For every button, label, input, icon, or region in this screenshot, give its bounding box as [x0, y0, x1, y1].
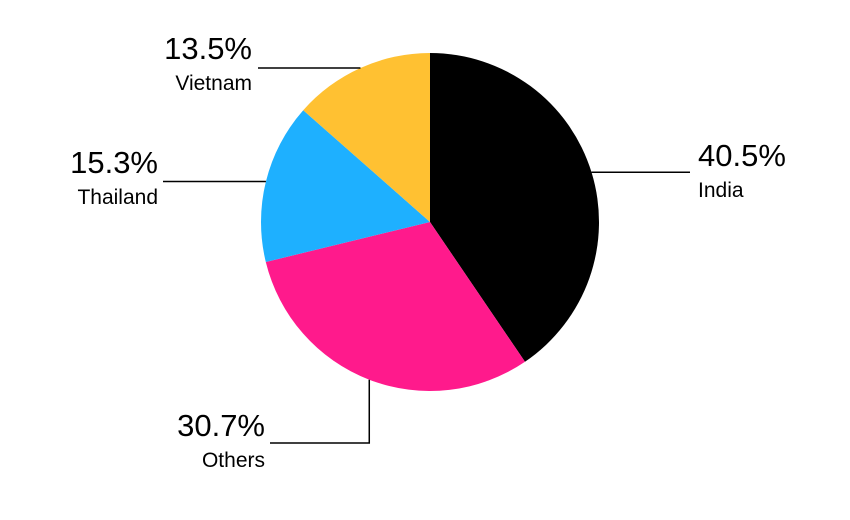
category-label: Vietnam	[175, 72, 252, 95]
category-label: Thailand	[77, 186, 158, 209]
value-label: 40.5%	[698, 138, 786, 173]
value-label: 30.7%	[177, 408, 265, 443]
category-label: Others	[202, 449, 265, 472]
pie-slice	[430, 53, 599, 362]
value-label: 13.5%	[164, 31, 252, 66]
pie-slice	[303, 53, 430, 222]
pie-slice	[261, 110, 430, 262]
value-label: 15.3%	[70, 145, 158, 180]
category-label: India	[698, 179, 744, 202]
pie-slice	[265, 222, 525, 391]
leader-line	[270, 379, 371, 444]
